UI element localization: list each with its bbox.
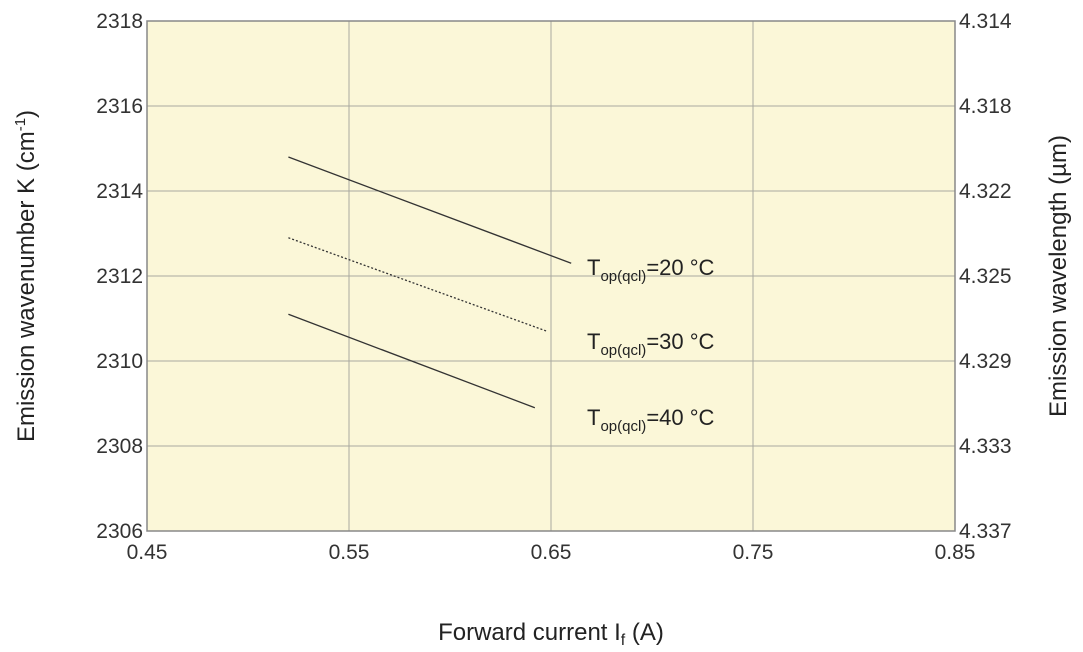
series-line-1 (288, 156, 572, 264)
y-tick-label: 2312 (96, 265, 143, 288)
y-tick-label: 2314 (96, 180, 143, 203)
y2-tick-label: 4.337 (959, 520, 1012, 543)
y2-tick-label: 4.329 (959, 350, 1012, 373)
y2-tick-labels: 4.337 4.333 4.329 4.325 4.322 4.318 4.314 (959, 10, 1012, 543)
x-axis-title: Forward current If (A) (438, 619, 664, 649)
x-tick-label: 0.45 (127, 541, 168, 564)
grid (147, 21, 955, 531)
y-tick-label: 2308 (96, 435, 143, 458)
x-tick-labels: 0.45 0.55 0.65 0.75 0.85 (127, 541, 976, 564)
series-label-1: Top(qcl)=20 °C (587, 255, 715, 285)
series-label-2: Top(qcl)=30 °C (587, 329, 715, 359)
series-group (288, 156, 572, 409)
x-tick-label: 0.75 (733, 541, 774, 564)
y-tick-label: 2306 (96, 520, 143, 543)
x-tick-label: 0.65 (531, 541, 572, 564)
y-tick-label: 2318 (96, 10, 143, 33)
x-tick-label: 0.85 (935, 541, 976, 564)
x-tick-label: 0.55 (329, 541, 370, 564)
y2-axis-title: Emission wavelength (µm) (1045, 135, 1072, 417)
y-tick-label: 2316 (96, 95, 143, 118)
series-line-2 (288, 237, 548, 332)
y-axis-title: Emission wavenumber K (cm-1) (12, 110, 40, 442)
plot-frame (146, 20, 956, 532)
y2-tick-label: 4.325 (959, 265, 1012, 288)
series-label-3: Top(qcl)=40 °C (587, 405, 715, 435)
series-line-3 (288, 313, 536, 409)
y2-tick-label: 4.314 (959, 10, 1012, 33)
y-tick-label: 2310 (96, 350, 143, 373)
y2-tick-label: 4.322 (959, 180, 1012, 203)
y-tick-labels: 2306 2308 2310 2312 2314 2316 2318 (96, 10, 143, 543)
series-labels: Top(qcl)=20 °C Top(qcl)=30 °C Top(qcl)=40 … (587, 255, 715, 435)
y2-tick-label: 4.333 (959, 435, 1012, 458)
y2-tick-label: 4.318 (959, 95, 1012, 118)
